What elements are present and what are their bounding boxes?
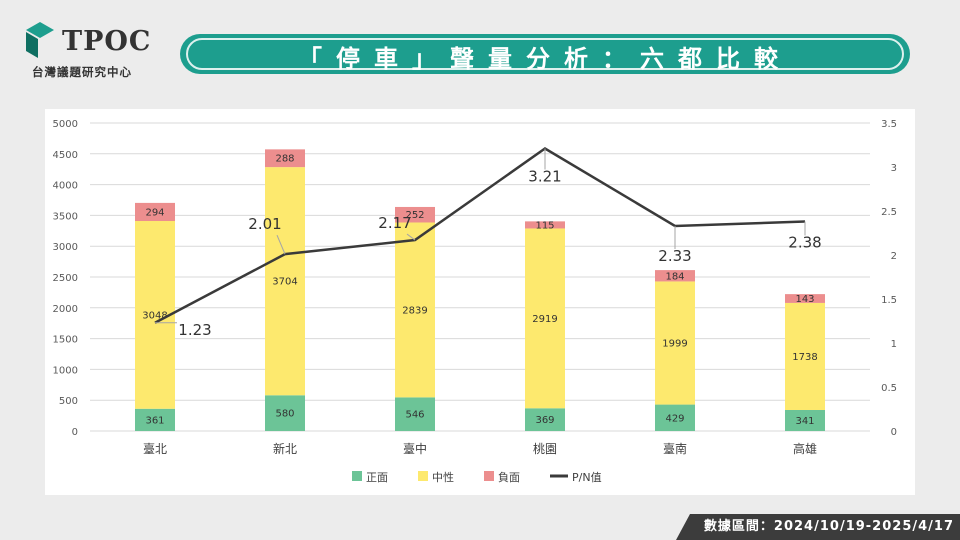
category-label: 桃園 xyxy=(533,441,557,456)
bar-負面 xyxy=(265,149,305,168)
bar-中性 xyxy=(525,228,565,409)
bar-value-label: 2839 xyxy=(402,305,427,316)
bar-value-label: 429 xyxy=(665,413,684,424)
pn-leader-line xyxy=(276,234,286,255)
bar-負面 xyxy=(525,221,565,229)
legend-label: P/N值 xyxy=(572,471,602,484)
bar-value-label: 546 xyxy=(405,410,424,421)
bar-value-label: 2919 xyxy=(532,314,557,325)
pn-data-label: 2.38 xyxy=(788,234,821,252)
bar-負面 xyxy=(395,206,435,223)
category-label: 新北 xyxy=(273,441,297,456)
pn-data-label: 3.21 xyxy=(528,168,561,186)
category-label: 臺中 xyxy=(403,441,427,456)
y-tick-label: 4500 xyxy=(53,150,78,161)
pn-data-label: 1.23 xyxy=(178,321,211,339)
bar-正面 xyxy=(525,408,565,431)
bar-中性 xyxy=(265,167,305,396)
bar-value-label: 341 xyxy=(795,416,814,427)
bar-正面 xyxy=(785,409,825,431)
y-tick-label: 1500 xyxy=(53,335,78,346)
y-tick-label: 4000 xyxy=(53,181,78,192)
bar-value-label: 1738 xyxy=(792,352,817,363)
bar-value-label: 369 xyxy=(535,415,554,426)
y2-tick-label: 3 xyxy=(891,163,897,174)
bar-中性 xyxy=(655,281,695,405)
y-tick-label: 1000 xyxy=(53,365,78,376)
legend-label: 正面 xyxy=(366,471,388,484)
bar-value-label: 361 xyxy=(145,415,164,426)
y-tick-label: 500 xyxy=(59,396,78,407)
y2-tick-label: 3.5 xyxy=(881,119,897,130)
pn-data-label: 2.33 xyxy=(658,247,691,265)
title-banner: 「停車」聲量分析：六都比較 xyxy=(180,34,910,74)
bar-中性 xyxy=(785,302,825,410)
legend-swatch xyxy=(484,471,494,481)
bar-中性 xyxy=(395,222,435,398)
bar-value-label: 143 xyxy=(795,294,814,305)
bar-正面 xyxy=(655,404,695,431)
y-tick-label: 2500 xyxy=(53,273,78,284)
y2-tick-label: 1.5 xyxy=(881,295,897,306)
pn-data-label: 2.01 xyxy=(248,215,281,233)
pn-leader-line xyxy=(406,233,416,241)
bar-value-label: 3048 xyxy=(142,310,167,321)
category-label: 臺北 xyxy=(143,441,167,456)
y2-tick-label: 2 xyxy=(891,251,897,262)
bar-value-label: 294 xyxy=(145,207,164,218)
pn-line xyxy=(154,147,806,324)
bar-負面 xyxy=(655,270,695,282)
logo-mark-icon xyxy=(26,22,54,58)
chart-panel: 0 500 1000 1500 2000 2500 3000 3500 4000 4500 5000… xyxy=(45,109,915,495)
bar-value-label: 184 xyxy=(665,271,684,282)
bar-value-label: 580 xyxy=(275,409,294,420)
bar-value-label: 115 xyxy=(535,220,554,231)
bar-value-label: 252 xyxy=(405,210,424,221)
date-range-footer: 數據區間：2024/10/19-2025/4/17 xyxy=(676,514,960,540)
y2-tick-label: 2.5 xyxy=(881,207,897,218)
legend-label: 負面 xyxy=(498,471,520,484)
tpoc-logo: TPOC 台灣議題研究中心 xyxy=(24,18,164,82)
logo-text: TPOC xyxy=(62,26,152,57)
stacked-bar-line-chart: 0 500 1000 1500 2000 2500 3000 3500 4000 4500 5000… xyxy=(53,119,897,484)
category-label: 高雄 xyxy=(793,441,817,456)
y-tick-label: 5000 xyxy=(53,119,78,130)
logo-subtitle: 台灣議題研究中心 xyxy=(32,65,132,79)
y2-tick-label: 1 xyxy=(891,339,897,350)
legend-label: 中性 xyxy=(432,470,454,484)
bar-value-label: 288 xyxy=(275,154,294,165)
y2-tick-label: 0 xyxy=(891,427,897,438)
bar-負面 xyxy=(135,202,175,222)
y-tick-label: 0 xyxy=(72,427,78,438)
pn-data-label: 2.17 xyxy=(378,214,411,232)
bar-正面 xyxy=(395,397,435,431)
legend-swatch xyxy=(418,471,428,481)
y-tick-label: 3500 xyxy=(53,211,78,222)
bar-負面 xyxy=(785,294,825,303)
bar-value-label: 3704 xyxy=(272,277,297,288)
bar-value-label: 1999 xyxy=(662,339,687,350)
bar-正面 xyxy=(135,408,175,431)
legend-swatch xyxy=(352,471,362,481)
category-label: 臺南 xyxy=(663,441,687,456)
y-tick-label: 2000 xyxy=(53,304,78,315)
y2-tick-label: 0.5 xyxy=(881,383,897,394)
y-tick-label: 3000 xyxy=(53,242,78,253)
page-title: 「停車」聲量分析：六都比較 xyxy=(298,45,792,73)
bar-正面 xyxy=(265,395,305,431)
